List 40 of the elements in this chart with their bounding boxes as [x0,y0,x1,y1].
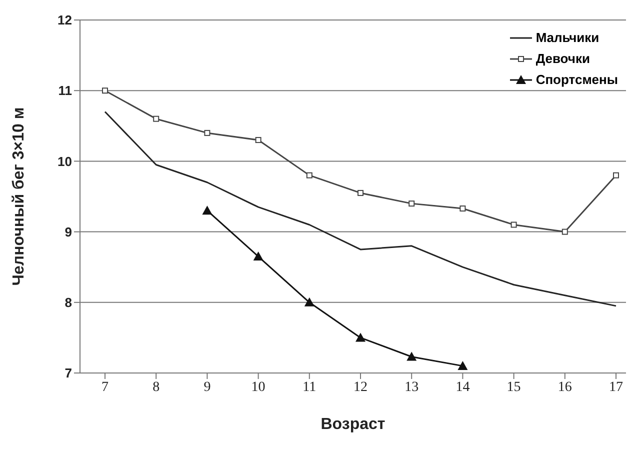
x-tick-label: 15 [506,380,521,395]
point [102,88,108,94]
point [613,172,619,178]
point [358,190,364,196]
point [255,137,262,144]
y-tick-label: 9 [64,224,72,240]
x-tick-label: 16 [558,380,572,395]
y-tick-label: 7 [64,366,72,381]
point [202,206,212,215]
y-tick-label: 10 [58,154,72,169]
x-tick-label: 10 [251,380,266,395]
point [458,360,468,370]
point [408,200,415,207]
x-tick-label: 14 [456,380,470,395]
point [306,172,312,178]
line-series [104,111,617,307]
x-tick-label: 11 [302,380,316,395]
point [406,352,417,361]
x-axis-title: Возраст [320,416,386,433]
y-axis-title: Челночный бег 3×10 м [10,107,28,286]
x-tick-label: 13 [404,380,419,395]
x-tick-label: 9 [204,380,211,395]
x-tick-label: 17 [609,380,623,395]
point [204,130,210,136]
y-tick-label: 8 [64,295,72,310]
point [253,252,264,261]
point [304,297,314,306]
legend-label: Девочки [536,51,590,66]
point [510,222,517,228]
x-tick-label: 12 [354,380,368,395]
x-tick-label: 8 [152,380,160,395]
y-tick-label: 11 [58,83,72,98]
point [562,228,568,235]
point [153,116,160,122]
point [460,206,466,212]
legend-label: Спортсмены [536,72,618,87]
point [356,332,366,342]
y-tick-label: 12 [58,12,72,28]
x-tick-label: 7 [102,380,108,395]
legend-label: Мальчики [536,30,600,45]
